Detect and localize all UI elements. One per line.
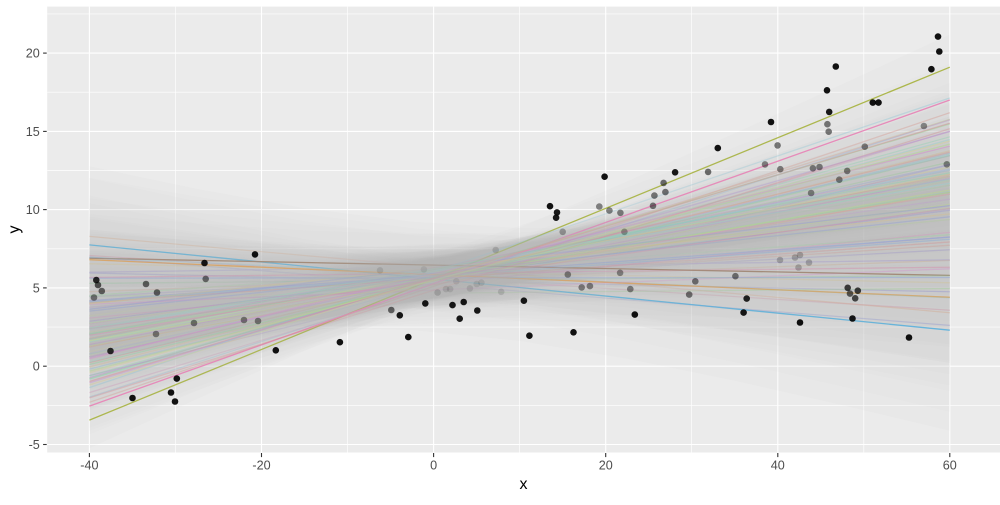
- svg-text:-5: -5: [29, 438, 40, 452]
- svg-text:y: y: [6, 226, 23, 234]
- svg-text:-40: -40: [80, 459, 98, 473]
- svg-text:15: 15: [26, 125, 40, 139]
- svg-text:20: 20: [26, 47, 40, 61]
- svg-text:0: 0: [33, 360, 40, 374]
- svg-text:40: 40: [771, 459, 785, 473]
- svg-text:0: 0: [430, 459, 437, 473]
- svg-text:x: x: [520, 476, 528, 493]
- svg-text:20: 20: [599, 459, 613, 473]
- svg-text:5: 5: [33, 281, 40, 295]
- svg-text:60: 60: [943, 459, 957, 473]
- svg-text:-20: -20: [252, 459, 270, 473]
- svg-text:10: 10: [26, 203, 40, 217]
